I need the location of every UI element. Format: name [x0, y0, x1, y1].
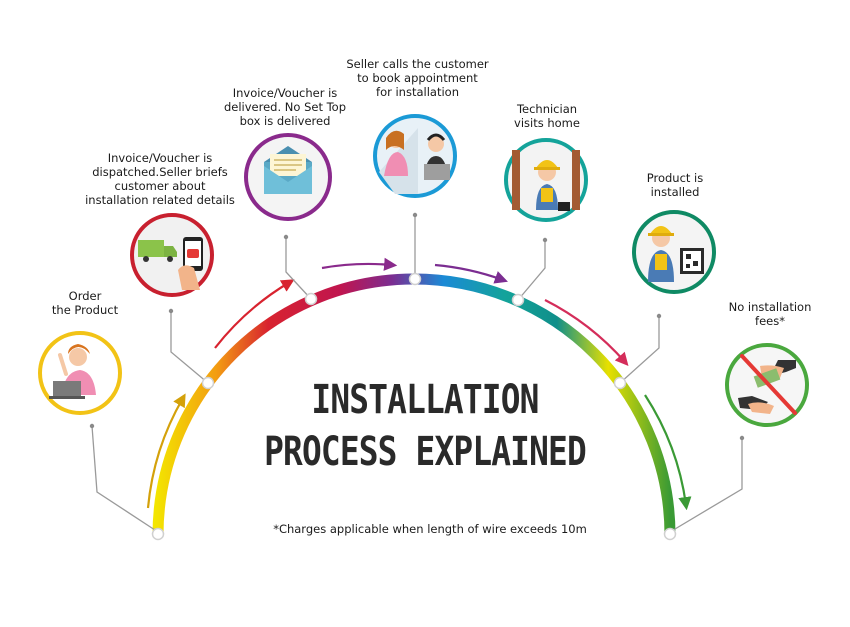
- step-visit-label: Technician visits home: [514, 102, 580, 130]
- step-order-label: Order the Product: [51, 289, 119, 317]
- footnote: *Charges applicable when length of wire …: [273, 522, 587, 536]
- arrow-3: [321, 257, 398, 271]
- step-dispatch-icon: [130, 213, 214, 297]
- connector-visit: [517, 240, 546, 301]
- step-delivered-label: Invoice/Voucher is delivered. No Set Top…: [223, 86, 347, 128]
- step-delivered-icon: [244, 133, 332, 221]
- step-calls-icon: [373, 114, 457, 198]
- connector-delivered: [285, 237, 312, 300]
- step-installed-icon: [632, 210, 716, 294]
- connectors: [91, 215, 743, 533]
- step-installed-label: Product is installed: [646, 171, 704, 199]
- arrow-1: [146, 393, 186, 509]
- title-line-2: PROCESS EXPLAINED: [264, 429, 587, 475]
- step-fees-label: No installation fees*: [728, 300, 812, 328]
- arc-arrows: [146, 257, 692, 511]
- arc-nodes: [151, 272, 677, 541]
- arrow-4: [434, 263, 508, 284]
- step-calls-label: Seller calls the customer to book appoin…: [346, 57, 489, 99]
- connector-installed: [619, 316, 660, 384]
- step-visit-icon: [504, 138, 588, 222]
- arrow-6: [644, 394, 692, 511]
- step-order-icon: [38, 331, 122, 415]
- connector-order: [91, 425, 159, 533]
- connector-dispatch: [170, 311, 209, 384]
- arrow-2: [214, 279, 295, 349]
- connector-dots: [89, 212, 745, 441]
- step-fees-icon: [725, 343, 809, 427]
- title-line-1: INSTALLATION: [311, 377, 539, 423]
- connector-fees: [669, 438, 743, 533]
- arrow-5: [544, 299, 629, 366]
- step-dispatch-label: Invoice/Voucher is dispatched.Seller bri…: [85, 151, 235, 207]
